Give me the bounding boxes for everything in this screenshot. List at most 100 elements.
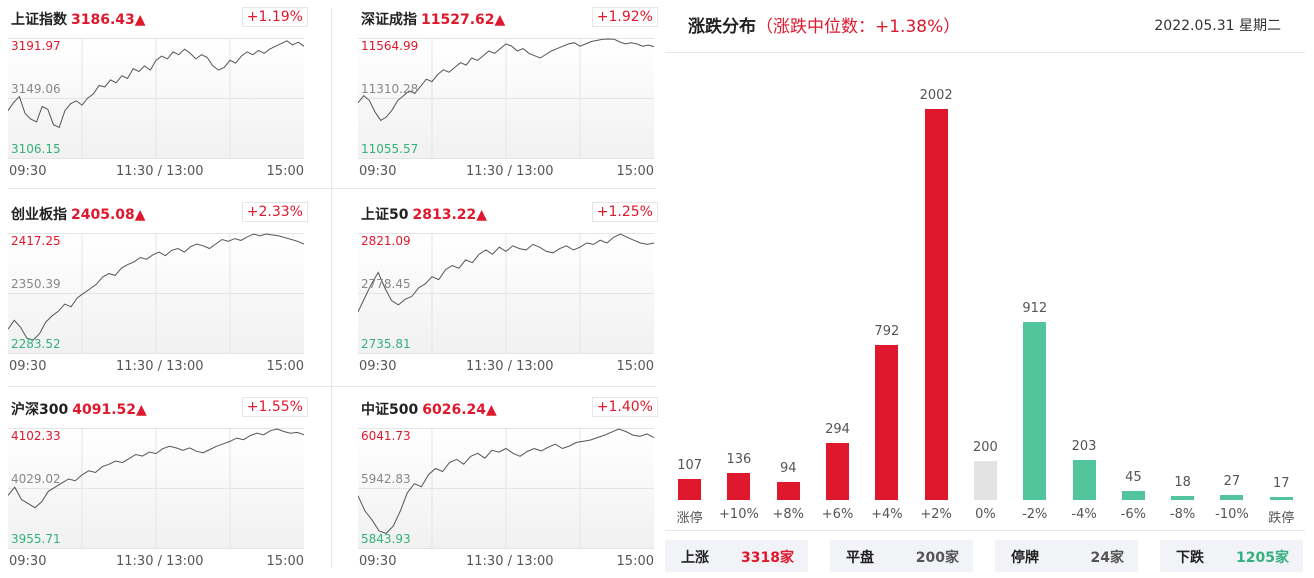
- summary-down-label: 下跌: [1176, 550, 1204, 566]
- summary-up-value: 3318家: [741, 550, 794, 566]
- index-value: 3186.43▲: [71, 12, 146, 28]
- index-panel[interactable]: 上证50 2813.22▲ +1.25% 2821.09 2778.45 2735.81…: [358, 202, 658, 383]
- y-tick-high: 6041.73: [361, 429, 411, 443]
- distribution-bar[interactable]: [1220, 494, 1244, 500]
- index-intraday-chart: [358, 428, 654, 549]
- x-tick-time: 11:30 / 13:00: [466, 359, 554, 374]
- index-price-line: [358, 38, 654, 122]
- distribution-bar[interactable]: [1171, 496, 1195, 500]
- index-price-line: [358, 233, 654, 313]
- dist-header-divider: [665, 52, 1305, 53]
- bar-category-label: +4%: [871, 507, 903, 522]
- x-tick-time: 09:30: [359, 164, 397, 179]
- distribution-bar[interactable]: [924, 109, 948, 500]
- index-name: 上证50: [361, 207, 409, 223]
- distribution-bar[interactable]: [973, 460, 997, 500]
- index-panel[interactable]: 上证指数 3186.43▲ +1.19% 3191.97 3149.06 3106.15…: [8, 7, 308, 188]
- index-title: 深证成指 11527.62▲: [361, 9, 505, 29]
- y-tick-low: 2735.81: [361, 337, 411, 351]
- index-panel[interactable]: 创业板指 2405.08▲ +2.33% 2417.25 2350.39 2283.52…: [8, 202, 308, 383]
- bar-value-label: 294: [825, 421, 850, 437]
- index-name: 中证500: [361, 402, 419, 418]
- summary-flat-box: 平盘 200家: [830, 540, 973, 572]
- index-intraday-chart: [8, 233, 304, 354]
- index-change-badge: +1.92%: [591, 7, 658, 27]
- bar-category-label: 涨停: [676, 511, 703, 526]
- x-tick-time: 15:00: [266, 164, 304, 179]
- index-price-line: [8, 40, 304, 129]
- distribution-bar[interactable]: [776, 481, 800, 500]
- distribution-bar[interactable]: [678, 479, 702, 500]
- y-tick-high: 4102.33: [11, 429, 61, 443]
- bar-category-label: +8%: [772, 507, 805, 522]
- x-tick-time: 15:00: [616, 359, 654, 374]
- y-tick-high: 2821.09: [361, 234, 411, 248]
- bar-value-label: 136: [726, 452, 752, 468]
- index-value: 11527.62▲: [421, 12, 506, 28]
- bar-value-label: 17: [1272, 475, 1290, 491]
- summary-up-box: 上涨 3318家: [665, 540, 808, 572]
- index-title: 中证500 6026.24▲: [361, 399, 497, 419]
- y-tick-mid: 2350.39: [11, 277, 61, 291]
- bar-category-label: 跌停: [1268, 511, 1295, 526]
- x-tick-time: 11:30 / 13:00: [466, 554, 554, 569]
- index-value: 6026.24▲: [422, 402, 497, 418]
- distribution-bar[interactable]: [1072, 460, 1096, 500]
- index-name: 深证成指: [361, 12, 417, 28]
- index-panel[interactable]: 中证500 6026.24▲ +1.40% 6041.73 5942.83 5843.9…: [358, 397, 658, 578]
- distribution-bar[interactable]: [727, 473, 751, 500]
- bar-value-label: 912: [1022, 300, 1048, 316]
- summary-flat-label: 平盘: [846, 550, 874, 566]
- bar-category-label: -2%: [1022, 507, 1048, 522]
- bar-category-label: +2%: [920, 507, 952, 522]
- bar-value-label: 94: [779, 460, 797, 476]
- trade-date: 2022.05.31 星期二: [1154, 18, 1281, 34]
- index-panel[interactable]: 沪深300 4091.52▲ +1.55% 4102.33 4029.02 3955.7…: [8, 397, 308, 578]
- row-divider: [8, 188, 656, 189]
- distribution-bar[interactable]: [1023, 321, 1047, 500]
- index-value: 2813.22▲: [412, 207, 488, 223]
- index-intraday-chart: [358, 233, 654, 354]
- index-value: 4091.52▲: [72, 402, 147, 418]
- summary-suspended-box: 停牌 24家: [995, 540, 1138, 572]
- y-tick-low: 5843.93: [361, 532, 411, 546]
- x-tick-time: 09:30: [9, 554, 47, 569]
- bar-category-label: +10%: [719, 507, 759, 522]
- bar-category-label: -6%: [1120, 507, 1146, 522]
- y-tick-mid: 2778.45: [361, 277, 411, 291]
- y-tick-low: 11055.57: [361, 142, 419, 156]
- x-tick-time: 11:30 / 13:00: [116, 554, 204, 569]
- index-value: 2405.08▲: [71, 207, 146, 223]
- summary-suspended-value: 24家: [1090, 550, 1124, 566]
- index-title: 上证指数 3186.43▲: [11, 9, 146, 29]
- x-tick-time: 15:00: [616, 164, 654, 179]
- summary-suspended-label: 停牌: [1011, 550, 1039, 566]
- index-panel[interactable]: 深证成指 11527.62▲ +1.92% 11564.99 11310.28 1105…: [358, 7, 658, 188]
- bar-category-label: -10%: [1215, 507, 1249, 522]
- index-intraday-chart: [8, 38, 304, 159]
- index-change-badge: +1.25%: [591, 202, 658, 222]
- distribution-bar[interactable]: [826, 442, 850, 500]
- y-tick-mid: 5942.83: [361, 472, 411, 486]
- x-tick-time: 15:00: [266, 359, 304, 374]
- bar-value-label: 45: [1125, 470, 1142, 486]
- distribution-bar[interactable]: [1269, 496, 1293, 500]
- index-price-line: [358, 428, 654, 534]
- index-name: 沪深300: [11, 402, 69, 418]
- index-name: 创业板指: [11, 207, 67, 223]
- y-tick-high: 2417.25: [11, 234, 61, 248]
- index-price-line: [8, 233, 304, 341]
- index-intraday-chart: [358, 38, 654, 159]
- distribution-bar[interactable]: [875, 345, 899, 500]
- index-title: 沪深300 4091.52▲: [11, 399, 147, 419]
- bar-value-label: 107: [677, 458, 703, 474]
- y-tick-mid: 3149.06: [11, 82, 61, 96]
- y-tick-high: 3191.97: [11, 39, 61, 53]
- index-title: 创业板指 2405.08▲: [11, 204, 146, 224]
- index-intraday-chart: [8, 428, 304, 549]
- x-tick-time: 15:00: [266, 554, 304, 569]
- distribution-bar[interactable]: [1121, 491, 1145, 500]
- x-tick-time: 11:30 / 13:00: [116, 359, 204, 374]
- bar-value-label: 200: [973, 439, 998, 455]
- bar-category-label: 0%: [975, 507, 996, 522]
